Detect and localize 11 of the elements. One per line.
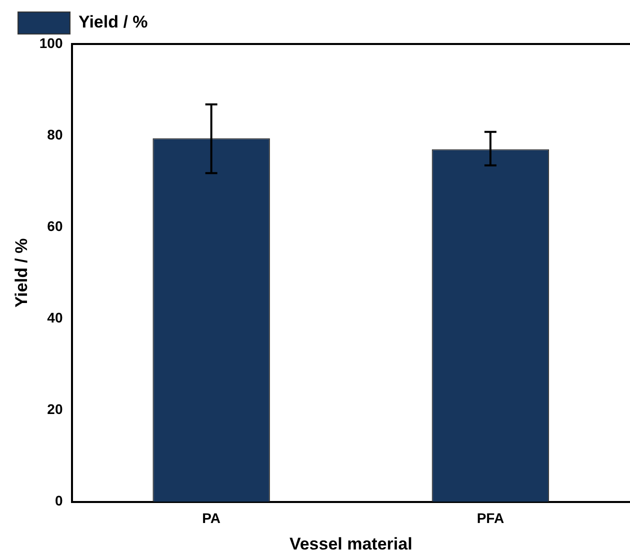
y-tick-label: 0 bbox=[54, 492, 63, 509]
y-tick-label: 80 bbox=[47, 126, 63, 142]
legend-label: Yield / % bbox=[78, 12, 148, 32]
x-tick-label: PA bbox=[202, 510, 221, 526]
y-tick-label: 20 bbox=[47, 401, 63, 418]
x-axis-title: Vessel material bbox=[289, 534, 412, 554]
y-tick-label: 100 bbox=[39, 34, 63, 51]
y-axis-title: Yield / % bbox=[12, 238, 31, 308]
y-tick-label: 60 bbox=[47, 218, 63, 234]
x-tick-label: PFA bbox=[476, 510, 504, 526]
y-tick-label: 40 bbox=[47, 310, 63, 326]
